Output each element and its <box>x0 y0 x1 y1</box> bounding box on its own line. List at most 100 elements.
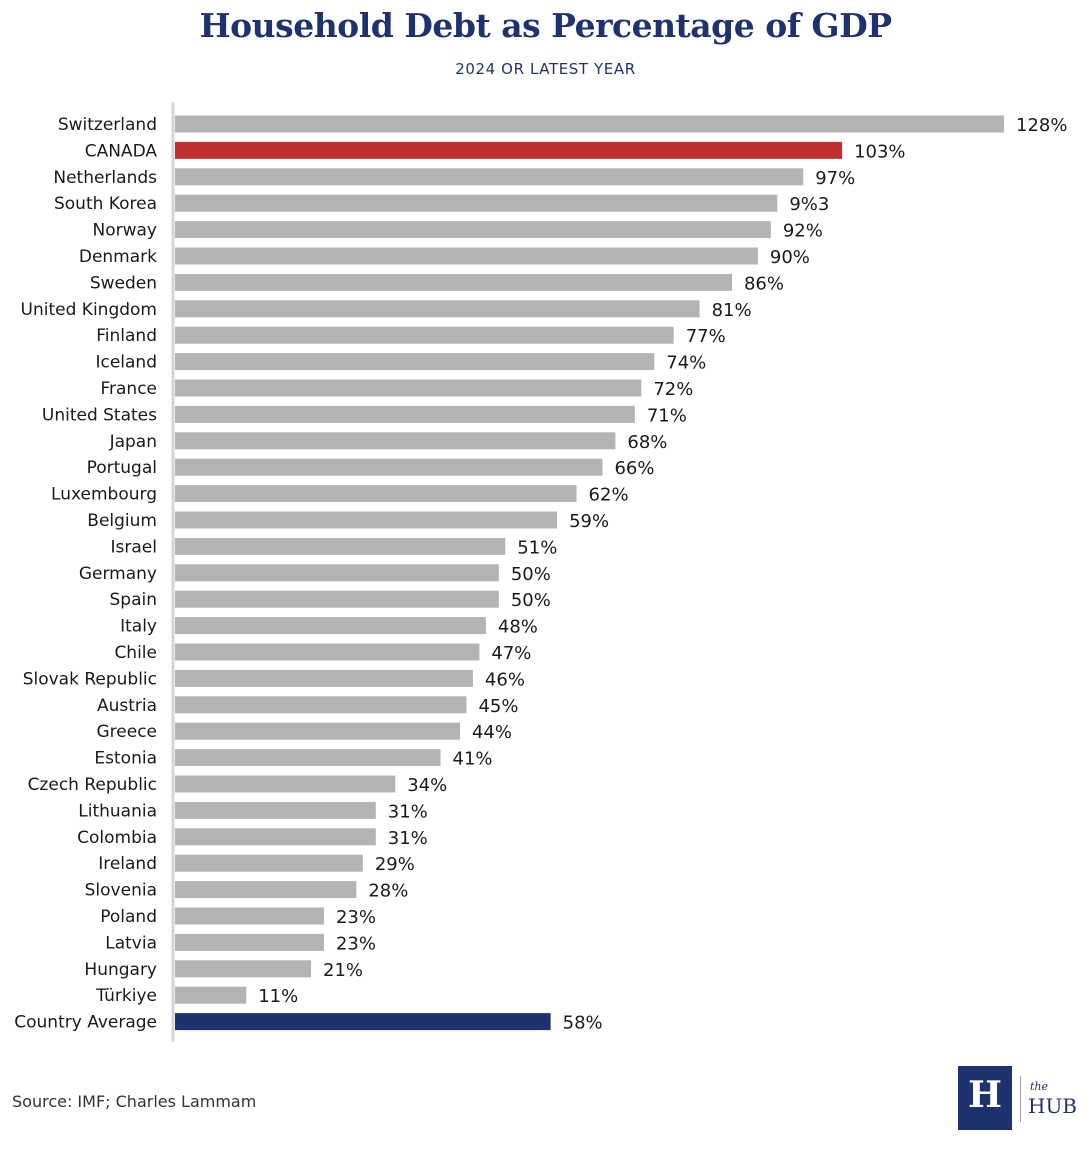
value-label: 23% <box>336 907 376 928</box>
value-label: 103% <box>854 141 905 162</box>
bar <box>175 379 642 397</box>
logo-small-text: the <box>1030 1080 1049 1093</box>
value-label: 34% <box>407 775 447 796</box>
value-label: 62% <box>589 485 629 506</box>
value-label: 128% <box>1016 115 1067 136</box>
category-label: Finland <box>96 326 157 346</box>
category-label: Norway <box>93 221 158 241</box>
category-label: Italy <box>120 617 157 637</box>
value-label: 31% <box>388 828 428 849</box>
value-label: 50% <box>511 564 551 585</box>
bar <box>175 458 603 476</box>
category-label: Israel <box>111 537 157 557</box>
bar <box>175 828 376 846</box>
bar <box>175 669 473 687</box>
value-label: 59% <box>569 511 609 532</box>
bar <box>175 986 247 1004</box>
value-label: 86% <box>744 273 784 294</box>
category-label: Japan <box>109 432 157 452</box>
category-label: South Korea <box>54 194 157 214</box>
bar <box>175 617 486 635</box>
bar <box>175 643 480 661</box>
value-label: 9%3 <box>789 194 829 215</box>
value-label: 41% <box>453 749 493 770</box>
category-label: Latvia <box>105 933 157 953</box>
value-label: 71% <box>647 405 687 426</box>
value-label: 77% <box>686 326 726 347</box>
value-label: 28% <box>368 881 408 902</box>
bar <box>175 168 804 186</box>
bar <box>175 247 758 265</box>
bar <box>175 511 558 529</box>
bar <box>175 273 732 291</box>
value-label: 31% <box>388 801 428 822</box>
value-label: 66% <box>614 458 654 479</box>
value-label: 97% <box>815 168 855 189</box>
value-label: 58% <box>563 1013 603 1034</box>
value-label: 90% <box>770 247 810 268</box>
category-label: Austria <box>97 696 157 716</box>
category-label: Estonia <box>94 749 157 769</box>
category-label: Spain <box>110 590 158 610</box>
bar <box>175 590 499 608</box>
category-label: France <box>100 379 157 399</box>
the-hub-logo: H the HUB <box>958 1066 1078 1130</box>
logo-name: HUB <box>1028 1094 1077 1118</box>
bar <box>175 1013 551 1031</box>
category-label: Portugal <box>87 458 157 478</box>
value-label: 44% <box>472 722 512 743</box>
category-label: Czech Republic <box>28 775 157 795</box>
category-label: Türkiye <box>95 986 157 1006</box>
value-label: 47% <box>491 643 531 664</box>
bar <box>175 933 324 951</box>
bar <box>175 405 635 423</box>
bar <box>175 353 655 371</box>
category-label: Hungary <box>84 960 157 980</box>
bar <box>175 881 357 899</box>
bar <box>175 537 506 555</box>
category-label: Greece <box>96 722 157 742</box>
bar <box>175 854 363 872</box>
bar <box>175 485 577 503</box>
value-label: 21% <box>323 960 363 981</box>
value-label: 51% <box>517 537 557 558</box>
logo-divider <box>1020 1076 1021 1122</box>
category-label: Netherlands <box>53 168 157 188</box>
value-label: 81% <box>712 300 752 321</box>
category-label: Belgium <box>87 511 157 531</box>
value-label: 46% <box>485 669 525 690</box>
value-label: 11% <box>258 986 298 1007</box>
category-label: Sweden <box>90 273 157 293</box>
chart-title: Household Debt as Percentage of GDP <box>199 6 892 45</box>
category-label: Chile <box>114 643 157 663</box>
logo-mark-box: H <box>958 1066 1012 1130</box>
category-label: Poland <box>100 907 157 927</box>
bar <box>175 432 616 450</box>
category-label: Luxembourg <box>51 485 157 505</box>
logo-mark-letter: H <box>967 1074 1002 1116</box>
value-label: 48% <box>498 617 538 638</box>
bar <box>175 960 312 978</box>
bar <box>175 300 700 318</box>
category-label: CANADA <box>85 141 158 161</box>
bar <box>175 564 499 582</box>
bar <box>175 194 778 212</box>
category-label: Country Average <box>14 1013 157 1033</box>
bar <box>175 801 376 819</box>
category-label: Slovenia <box>85 881 157 901</box>
value-label: 68% <box>627 432 667 453</box>
bar <box>175 221 771 239</box>
value-label: 74% <box>666 353 706 374</box>
value-label: 45% <box>478 696 518 717</box>
category-label: Lithuania <box>78 801 157 821</box>
bar <box>175 775 396 793</box>
bar <box>175 326 674 344</box>
bar <box>175 115 1004 133</box>
category-label: Slovak Republic <box>23 669 157 689</box>
category-label: Denmark <box>79 247 157 267</box>
source-note: Source: IMF; Charles Lammam <box>12 1092 257 1111</box>
value-label: 92% <box>783 221 823 242</box>
value-label: 72% <box>653 379 693 400</box>
category-label: United States <box>42 405 157 425</box>
